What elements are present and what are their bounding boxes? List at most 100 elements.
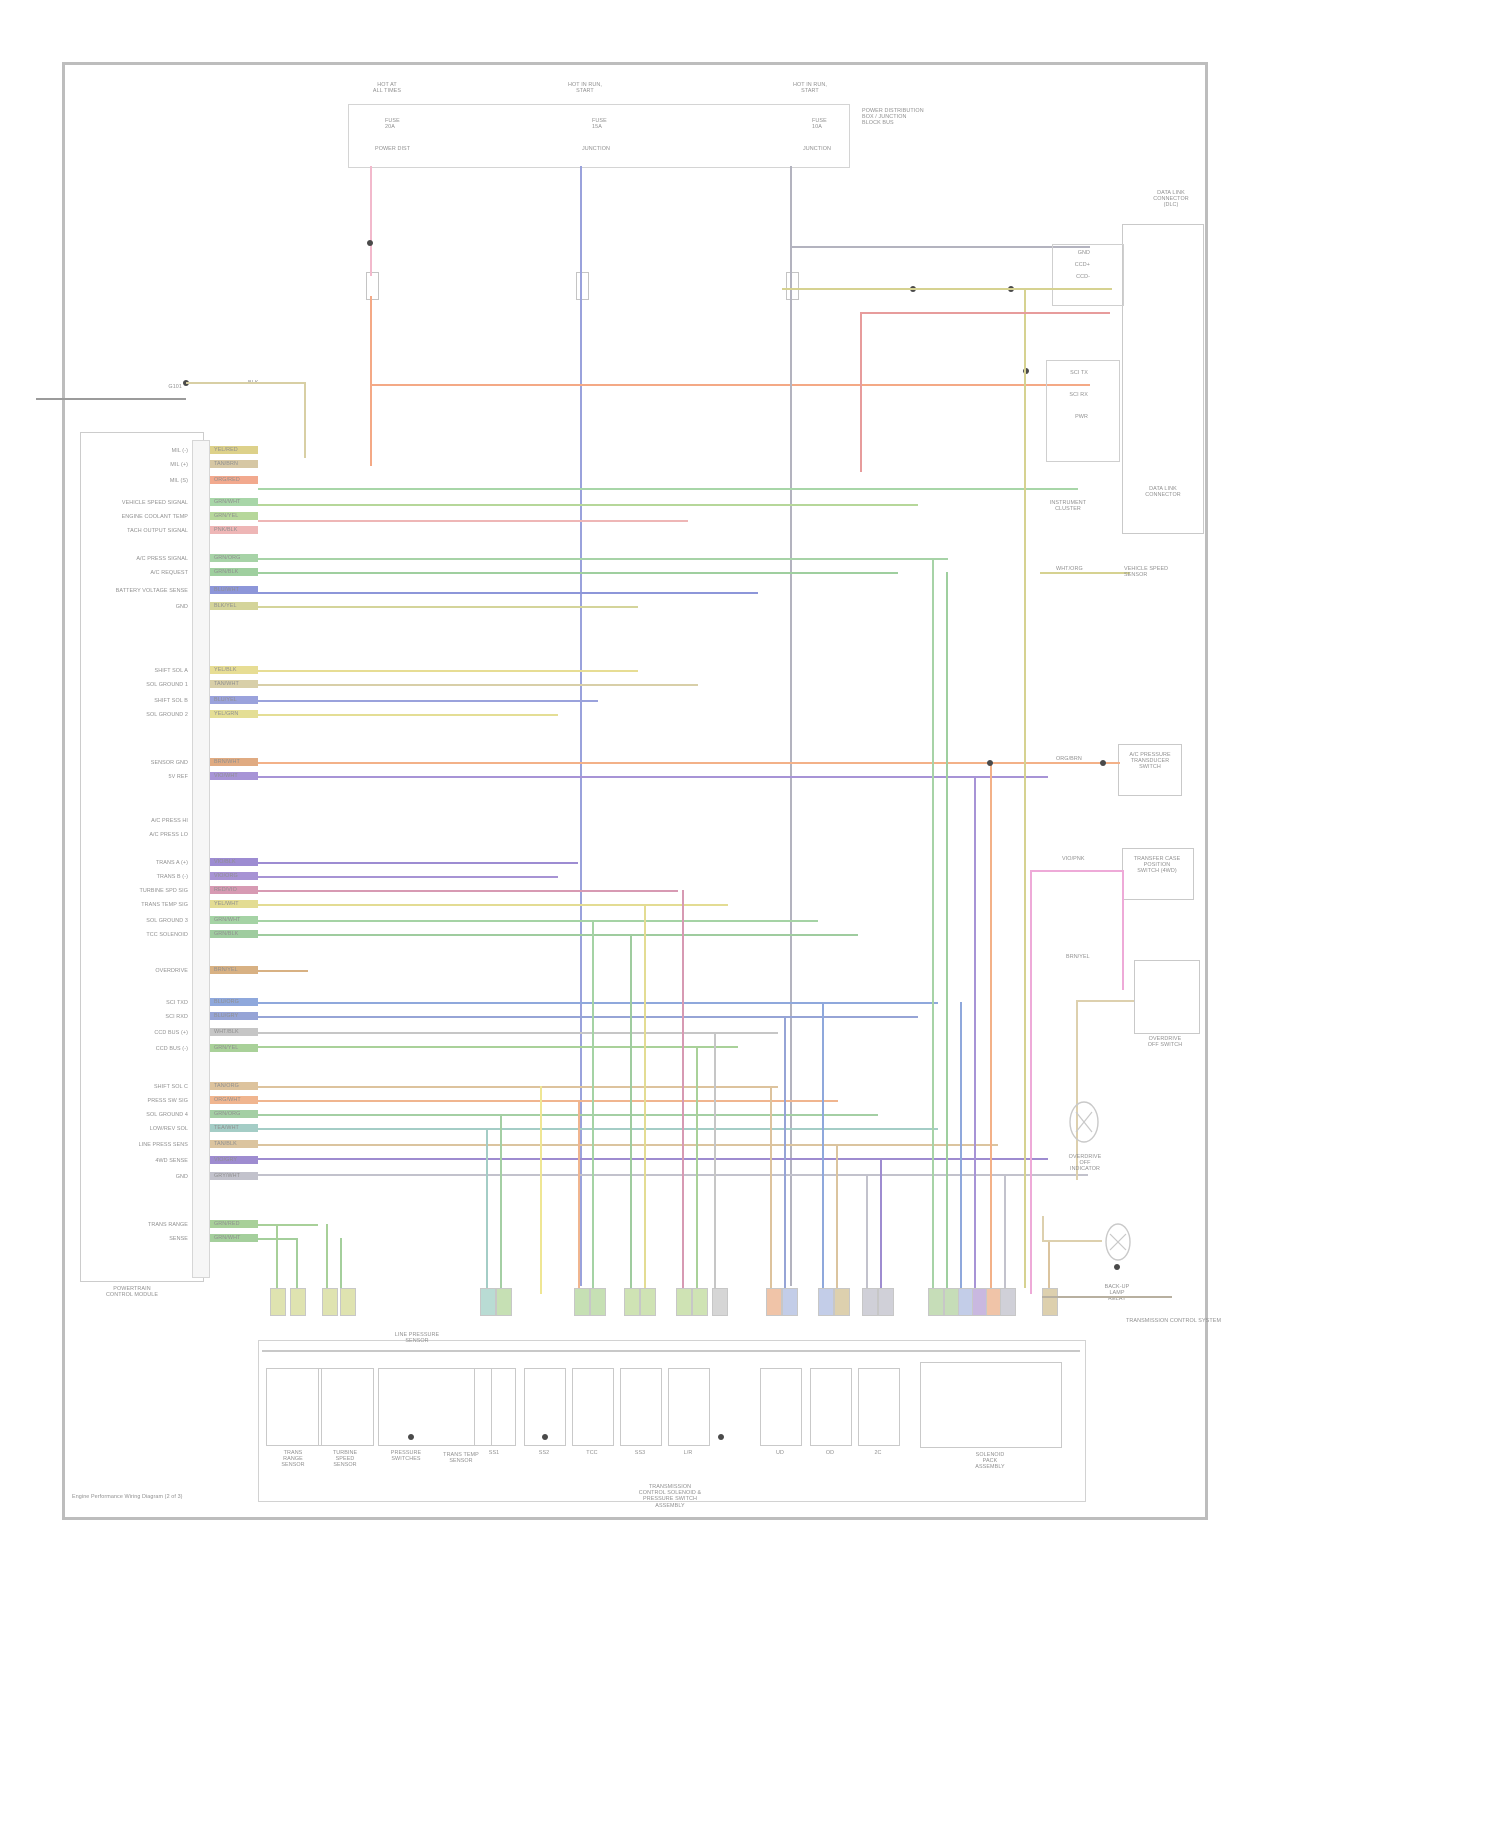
ground-junction (718, 1434, 724, 1440)
wire-drop (1004, 1174, 1006, 1294)
component-label: 2C (874, 1450, 882, 1456)
pcm-pin-label: SHIFT SOL A (154, 668, 188, 674)
terminal (862, 1288, 878, 1316)
terminal (480, 1288, 496, 1316)
pcm-pin-wire: WHT/BLK (214, 1029, 239, 1035)
pcm-pin-swatch (210, 1156, 258, 1164)
pcm-pin-swatch (210, 476, 258, 484)
wire-run (258, 558, 948, 560)
junction (1023, 368, 1029, 374)
ground-junction (408, 1434, 414, 1440)
component-solenoid-ss1 (474, 1368, 516, 1446)
overdrive-switch-wire: BRN/YEL (1066, 954, 1090, 960)
pcm-pin-label: SOL GROUND 1 (146, 682, 188, 688)
pcm-pin-wire: GRN/BLK (214, 569, 239, 575)
wire-gnd-to-pcm (186, 382, 306, 384)
wire-org-trunk-h (370, 384, 1090, 386)
module-pin-label: GND (1077, 250, 1090, 256)
wire-drop (932, 558, 934, 1294)
wire-drop (340, 1238, 342, 1294)
fuse-2-label: FUSE 15A (592, 118, 607, 131)
pcm-pin-wire: TAN/BLK (214, 1141, 237, 1147)
wire-drop (946, 572, 948, 1294)
ac-switch-wire: ORG/BRN (1056, 756, 1082, 762)
pcm-pin-label: TURBINE SPD SIG (139, 888, 188, 894)
pcm-pin-wire: YEL/GRN (214, 711, 239, 717)
wire-run (258, 1086, 778, 1088)
component-solenoid-lr (668, 1368, 710, 1446)
pcm-pin-wire: VIO/BLK (214, 859, 236, 865)
terminal (878, 1288, 894, 1316)
terminal (766, 1288, 782, 1316)
pcm-pin-label: SOL GROUND 3 (146, 918, 188, 924)
lamp-icon (1105, 1223, 1131, 1261)
pressure-switch-header: LINE PRESSURE SENSOR (394, 1332, 440, 1345)
pcm-pin-wire: ORG/WHT (214, 1097, 241, 1103)
wire-to-transfer-case (1032, 870, 1124, 872)
pressure-switch-note: TRANS TEMP SENSOR (443, 1452, 479, 1465)
terminal (1042, 1288, 1058, 1316)
module-title: DATA LINK CONNECTOR (DLC) (1153, 190, 1189, 209)
wire-run (258, 1238, 298, 1240)
terminal (640, 1288, 656, 1316)
terminal (270, 1288, 286, 1316)
pcm-pin-swatch (210, 1234, 258, 1242)
wire-to-backup-lamp (1042, 1240, 1102, 1242)
pcm-pin-wire: BLU/ORG (214, 999, 239, 1005)
pcm-pin-wire: GRN/ORG (214, 1111, 241, 1117)
wire-run (258, 1224, 318, 1226)
wire-drop (1030, 870, 1032, 1294)
terminal (340, 1288, 356, 1316)
pcm-pin-label: CCD BUS (+) (154, 1030, 188, 1036)
wire-run (258, 684, 698, 686)
pcm-pin-label: ENGINE COOLANT TEMP (121, 514, 188, 520)
pcm-pin-label: GND (175, 604, 188, 610)
wire-run (258, 572, 898, 574)
wire-run (258, 1002, 938, 1004)
pcm-pin-label: TCC SOLENOID (146, 932, 188, 938)
wire-drop (960, 1002, 962, 1294)
pcm-pin-wire: GRN/YEL (214, 513, 239, 519)
wire-drop (836, 1144, 838, 1294)
pcm-pin-label: SOL GROUND 4 (146, 1112, 188, 1118)
pcm-pin-swatch (210, 666, 258, 674)
wire-run (258, 970, 308, 972)
pcm-pin-label: SCI TXD (166, 1000, 188, 1006)
pcm-pin-wire: BLU/WHT (214, 587, 239, 593)
wire-drop (990, 762, 992, 1294)
wire-run-right (860, 312, 862, 472)
pcm-pin-wire: BLU/GRY (214, 1013, 239, 1019)
pcm-pin-swatch (210, 930, 258, 938)
wire-drop (500, 1114, 502, 1294)
pcm-pin-label: LINE PRESS SENS (138, 1142, 188, 1148)
pcm-pin-label: 4WD SENSE (155, 1158, 188, 1164)
wire-drop (630, 934, 632, 1294)
wire-run (258, 1032, 778, 1034)
terminal (676, 1288, 692, 1316)
module-title: TRANSFER CASE POSITION SWITCH (4WD) (1133, 856, 1181, 875)
terminal (624, 1288, 640, 1316)
pcm-pin-label: SENSE (169, 1236, 188, 1242)
pcm-pin-wire: VIO/WHT (214, 773, 238, 779)
pcm-pin-label: MIL (-) (171, 448, 188, 454)
component-label: UD (776, 1450, 784, 1456)
wire-run (258, 890, 678, 892)
wire-org-trunk-v (370, 296, 372, 466)
module-overdrive-switch (1134, 960, 1200, 1034)
wire-drop (880, 1158, 882, 1294)
pcm-pin-swatch (210, 1096, 258, 1104)
wire-run (258, 1144, 998, 1146)
module-dlc-pins-upper (1052, 244, 1124, 306)
component-solenoid-od (810, 1368, 852, 1446)
fuse-2-body (576, 272, 589, 300)
diagram-frame (62, 62, 1208, 1520)
wire-to-ac-switch (1040, 762, 1120, 764)
pcm-pin-label: SENSOR GND (150, 760, 188, 766)
wire-transfer-case-v (1122, 870, 1124, 990)
wire-run (258, 920, 818, 922)
wire-pnk-feed (370, 166, 372, 276)
wire-run (258, 1100, 838, 1102)
wire-run (258, 700, 598, 702)
lamp-icon (1069, 1101, 1099, 1143)
fuse-block-3-header: HOT IN RUN, START (793, 82, 827, 95)
